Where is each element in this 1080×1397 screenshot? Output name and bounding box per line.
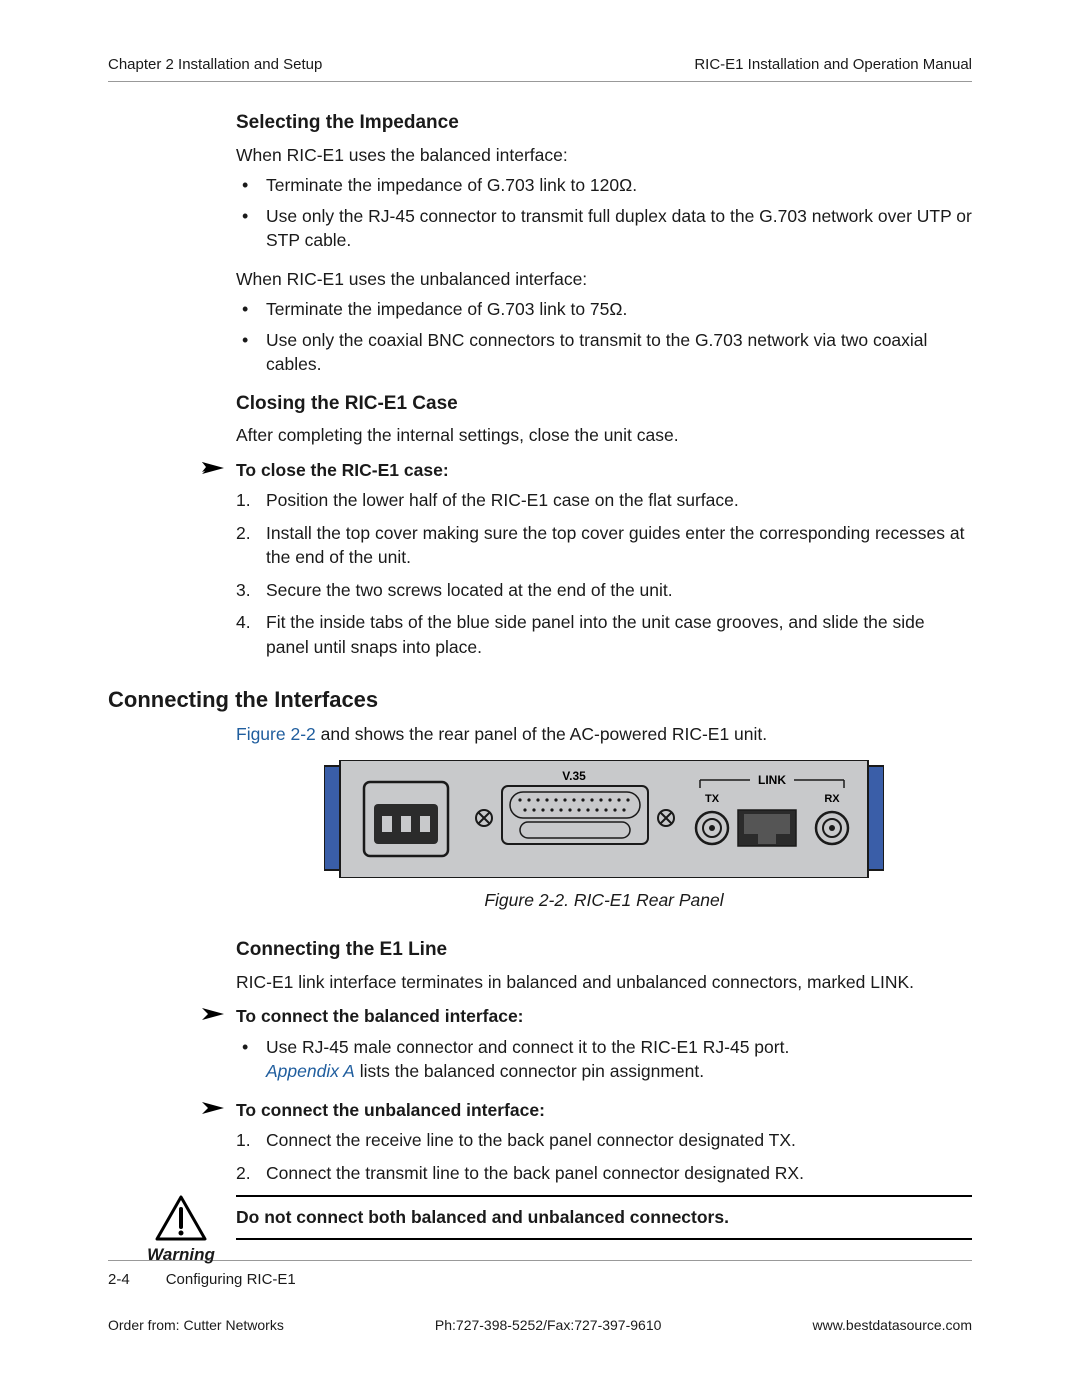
list-item: Use RJ-45 male connector and connect it …: [236, 1035, 972, 1084]
order-phone: Ph:727-398-5252/Fax:727-397-9610: [435, 1316, 662, 1336]
order-from: Order from: Cutter Networks: [108, 1316, 284, 1336]
link-label: LINK: [758, 773, 786, 787]
figure-ref: Figure 2-2: [236, 724, 316, 744]
footer-page: 2-4: [108, 1269, 130, 1290]
heading-closing: Closing the RIC-E1 Case: [236, 391, 972, 418]
list-item: Terminate the impedance of G.703 link to…: [236, 297, 972, 322]
arrow-icon: [202, 1100, 224, 1116]
balanced-list: Use RJ-45 male connector and connect it …: [236, 1035, 972, 1084]
balanced-bullet-text: Use RJ-45 male connector and connect it …: [266, 1037, 789, 1057]
proc-balanced: To connect the balanced interface:: [236, 1004, 972, 1029]
list-item: Fit the inside tabs of the blue side pan…: [236, 610, 972, 659]
warning-icon: Warning: [146, 1195, 216, 1267]
list-item: Install the top cover making sure the to…: [236, 521, 972, 570]
proc-unbalanced: To connect the unbalanced interface:: [236, 1098, 972, 1123]
close-case-steps: Position the lower half of the RIC-E1 ca…: [236, 488, 972, 659]
heading-connecting: Connecting the Interfaces: [108, 685, 972, 716]
order-footer: Order from: Cutter Networks Ph:727-398-5…: [108, 1316, 972, 1336]
list-item: Use only the coaxial BNC connectors to t…: [236, 328, 972, 377]
figure-rear-panel: V.35 LINK TX RX: [236, 760, 972, 878]
header-left: Chapter 2 Installation and Setup: [108, 54, 322, 75]
header-right: RIC-E1 Installation and Operation Manual: [694, 54, 972, 75]
arrow-icon: [202, 1006, 224, 1022]
impedance-intro-unbalanced: When RIC-E1 uses the unbalanced interfac…: [236, 267, 972, 292]
impedance-balanced-list: Terminate the impedance of G.703 link to…: [236, 173, 972, 253]
tx-label: TX: [705, 793, 720, 805]
figure-reference-line: Figure 2-2 and shows the rear panel of t…: [236, 722, 972, 747]
heading-e1-line: Connecting the E1 Line: [236, 937, 972, 964]
figure-ref-after: and shows the rear panel of the AC-power…: [316, 724, 767, 744]
appendix-after: lists the balanced connector pin assignm…: [355, 1061, 704, 1081]
order-url: www.bestdatasource.com: [812, 1316, 972, 1336]
footer-section: Configuring RIC-E1: [166, 1269, 296, 1290]
list-item: Position the lower half of the RIC-E1 ca…: [236, 488, 972, 513]
proc-close-case: To close the RIC-E1 case:: [236, 458, 972, 483]
list-item: Secure the two screws located at the end…: [236, 578, 972, 603]
impedance-intro-balanced: When RIC-E1 uses the balanced interface:: [236, 143, 972, 168]
e1-intro: RIC-E1 link interface terminates in bala…: [236, 970, 972, 995]
page-footer: 2-4 Configuring RIC-E1: [108, 1260, 972, 1290]
list-item: Use only the RJ-45 connector to transmit…: [236, 204, 972, 253]
proc-unbalanced-title: To connect the unbalanced interface:: [236, 1100, 545, 1120]
proc-close-title: To close the RIC-E1 case:: [236, 460, 449, 480]
page-header: Chapter 2 Installation and Setup RIC-E1 …: [108, 54, 972, 82]
unbalanced-steps: Connect the receive line to the back pan…: [236, 1128, 972, 1185]
list-item: Terminate the impedance of G.703 link to…: [236, 173, 972, 198]
rear-panel-svg: V.35 LINK TX RX: [324, 760, 884, 878]
warning-block: Warning Do not connect both balanced and…: [236, 1195, 972, 1240]
list-item: Connect the receive line to the back pan…: [236, 1128, 972, 1153]
arrow-icon: [202, 460, 224, 476]
impedance-unbalanced-list: Terminate the impedance of G.703 link to…: [236, 297, 972, 377]
proc-balanced-title: To connect the balanced interface:: [236, 1006, 524, 1026]
warning-label: Warning: [146, 1243, 216, 1267]
appendix-ref: Appendix A: [266, 1061, 355, 1081]
closing-intro: After completing the internal settings, …: [236, 423, 972, 448]
warning-text: Do not connect both balanced and unbalan…: [236, 1205, 972, 1230]
heading-impedance: Selecting the Impedance: [236, 110, 972, 137]
list-item: Connect the transmit line to the back pa…: [236, 1161, 972, 1186]
v35-label: V.35: [562, 769, 586, 783]
rx-label: RX: [824, 793, 840, 805]
figure-caption: Figure 2-2. RIC-E1 Rear Panel: [236, 888, 972, 913]
